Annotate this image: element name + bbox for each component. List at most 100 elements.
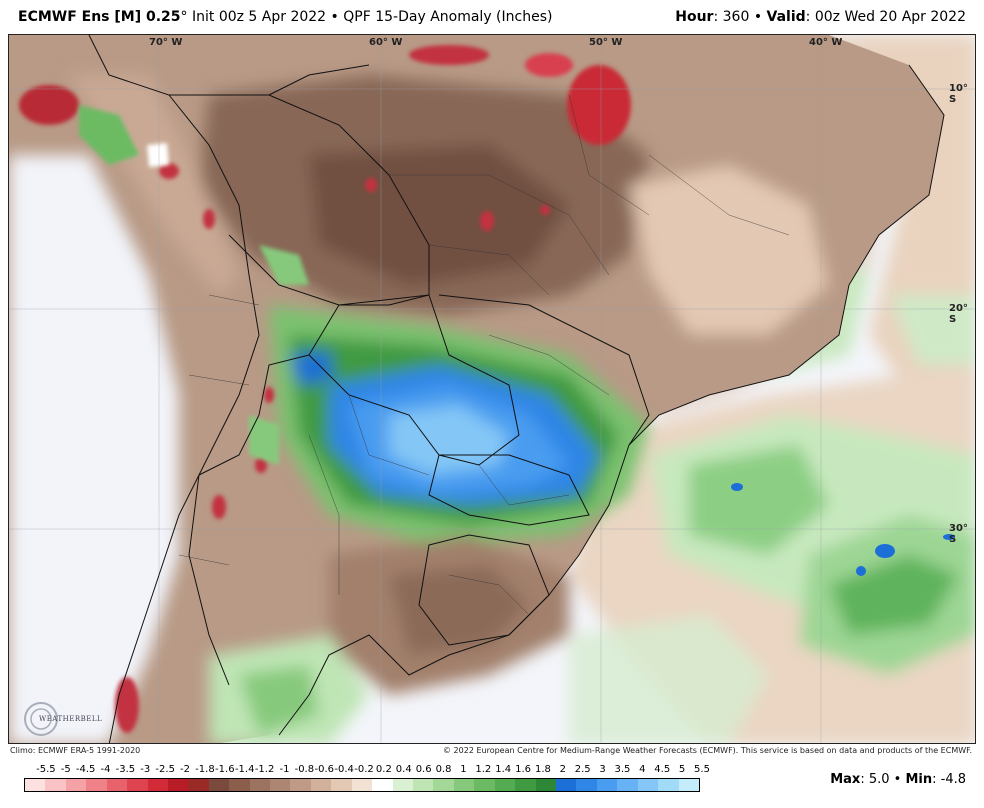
colorbar-swatch [249,779,271,791]
lon-label-40w: 40° W [809,37,843,48]
stats-separator: • [893,772,902,787]
colorbar-tick-label: 2.5 [574,764,591,775]
init-time: Init 00z 5 Apr 2022 [191,9,327,25]
colorbar-swatch [106,779,128,791]
colorbar-tick-label: 3.5 [614,764,631,775]
colorbar-swatch [167,779,189,791]
bullet: • [330,9,339,25]
colorbar-swatch [392,779,414,791]
colorbar-tick-label: 4.5 [654,764,671,775]
colorbar-tick-label: 0.4 [395,764,412,775]
min-value: : -4.8 [932,772,966,787]
hour-label: Hour [675,9,714,25]
colorbar-tick-label: 2 [559,764,566,775]
colorbar-tick-label: 1.2 [475,764,492,775]
colorbar-tick-label: -0.4 [334,764,354,775]
colorbar-tick-label: -5 [60,764,71,775]
red-anomaly-spots [19,45,631,733]
lat-label-10s: 10° S [949,83,968,105]
title-right: Hour: 360 • Valid: 00z Wed 20 Apr 2022 [675,0,966,34]
colorbar-tick-label: -0.8 [294,764,315,775]
colorbar-swatch [637,779,659,791]
colorbar-tick-label: 1.8 [534,764,551,775]
max-label: Max [830,772,861,787]
model-name: ECMWF Ens [M] 0.25 [18,9,181,25]
colorbar-swatch [535,779,556,791]
colorbar-tick-label: -3.5 [115,764,136,775]
colorbar-tick-label: 0.6 [415,764,432,775]
blue-spot [875,544,895,558]
colorbar [24,778,700,792]
colorbar-swatch [678,779,699,791]
colorbar-swatch [86,779,107,791]
blue-spot [943,534,955,540]
colorbar-swatch [25,779,46,791]
andes-green [79,105,309,465]
lat-label-30s: 30° S [949,523,968,545]
blue-spot [731,483,743,491]
colorbar-swatch [617,779,638,791]
copyright-note: © 2022 European Centre for Medium-Range … [443,746,972,755]
logo-swirl-icon [24,702,58,736]
lat-label-20s: 20° S [949,303,968,325]
colorbar-tick-label: 1.6 [515,764,531,775]
anomaly-map[interactable]: 70° W 60° W 50° W 40° W 10° S 20° S 30° … [8,34,976,744]
colorbar-swatch [310,779,332,791]
colorbar-swatch [127,779,148,791]
colorbar-tick-label: 5 [678,764,686,775]
colorbar-tick-label: -4.5 [75,764,96,775]
colorbar-swatch [576,779,597,791]
colorbar-swatch [351,779,373,791]
colorbar-tick-label: -5.5 [36,764,56,775]
colorbar-swatch [188,779,209,791]
logo-text: WEATHERBELL [39,715,103,723]
colorbar-tick-label: 1.4 [495,764,512,775]
lon-label-50w: 50° W [589,37,623,48]
blue-spot [856,566,866,576]
colorbar-swatch [413,779,434,791]
colorbar-swatch [555,779,577,791]
colorbar-tick-label: -1 [279,764,290,775]
colorbar-tick-label: 3 [599,764,606,775]
colorbar-swatch [208,779,230,791]
colorbar-tick-label: -1.6 [215,764,235,775]
colorbar-swatch [474,779,495,791]
degree-symbol: ° [180,9,188,25]
title-left: ECMWF Ens [M] 0.25° Init 00z 5 Apr 2022 … [18,0,552,34]
colorbar-tick-label: -0.6 [314,764,334,775]
colorbar-swatch [331,779,352,791]
header: ECMWF Ens [M] 0.25° Init 00z 5 Apr 2022 … [0,0,984,34]
valid-label: Valid [766,9,806,25]
colorbar-tick-label: -4 [100,764,111,775]
state-borders [178,94,790,616]
colorbar-swatch [45,779,66,791]
colorbar-tick-label: -2.5 [155,764,175,775]
map-canvas [9,35,975,743]
colorbar-tick-label: -2 [180,764,191,775]
colorbar-swatch [290,779,311,791]
colorbar-tick-label: -0.2 [354,764,374,775]
weatherbell-logo: WEATHERBELL [17,699,102,739]
product-name: QPF 15-Day Anomaly (Inches) [343,9,553,25]
colorbar-swatch [494,779,516,791]
colorbar-tick-label: 4 [639,764,646,775]
colorbar-tick-label: -1.4 [234,764,255,775]
colorbar-swatch [453,779,475,791]
colorbar-tick-label: -1.8 [195,764,215,775]
colorbar-swatch [372,779,393,791]
min-label: Min [905,772,933,787]
colorbar-swatch [147,779,168,791]
graticule [9,35,975,743]
colorbar-swatch [433,779,454,791]
colorbar-swatch [596,779,618,791]
max-value: : 5.0 [860,772,890,787]
colorbar-tick-label: 0.8 [435,764,452,775]
max-min-stats: Max: 5.0 • Min: -4.8 [830,772,966,787]
lon-label-60w: 60° W [369,37,403,48]
colorbar-tick-label: -1.2 [254,764,275,775]
colorbar-tick-label: 1 [460,764,467,775]
colorbar-swatch [65,779,87,791]
colorbar-tick-label: 0.2 [375,764,392,775]
hour-value: : 360 [713,9,750,25]
colorbar-swatch [658,779,679,791]
